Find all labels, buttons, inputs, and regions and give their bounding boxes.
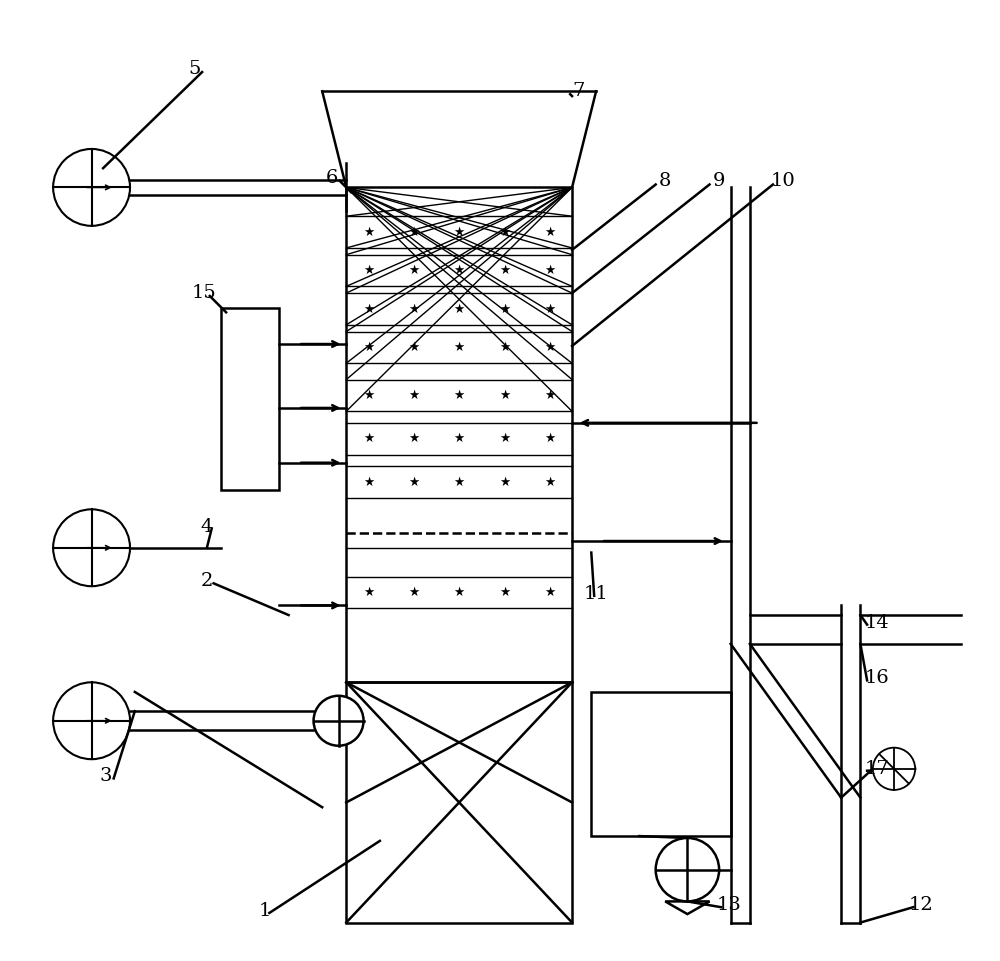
Text: 8: 8 [659,172,671,189]
Text: 9: 9 [713,172,725,189]
Text: ★: ★ [408,226,420,238]
Text: ★: ★ [363,226,374,238]
Circle shape [656,838,719,901]
Text: ★: ★ [499,389,510,402]
Text: 12: 12 [909,897,933,914]
Text: ★: ★ [454,586,465,599]
Circle shape [873,748,915,790]
Text: ★: ★ [454,226,465,238]
Text: 16: 16 [864,669,889,686]
Text: ★: ★ [499,264,510,277]
Bar [346,187,572,682]
Text: ★: ★ [499,432,510,445]
Text: ★: ★ [499,303,510,315]
Text: 10: 10 [771,172,796,189]
Text: 3: 3 [100,768,112,785]
Text: ★: ★ [499,586,510,599]
Text: ★: ★ [363,476,374,488]
Text: 5: 5 [188,61,201,78]
Text: 15: 15 [192,284,216,302]
Text: ★: ★ [408,586,420,599]
Text: ★: ★ [454,341,465,354]
Text: ★: ★ [408,341,420,354]
Bar [591,692,731,836]
Text: ★: ★ [454,389,465,402]
Circle shape [314,696,364,746]
Text: 11: 11 [584,585,608,603]
Text: ★: ★ [544,476,555,488]
Text: ★: ★ [408,389,420,402]
Text: ★: ★ [544,432,555,445]
Text: ★: ★ [363,341,374,354]
Text: ★: ★ [454,432,465,445]
Text: ★: ★ [363,303,374,315]
Text: 6: 6 [326,169,338,186]
Text: 1: 1 [258,902,271,920]
Text: ★: ★ [408,476,420,488]
Text: 7: 7 [573,83,585,100]
Text: ★: ★ [408,432,420,445]
Text: ★: ★ [408,303,420,315]
Text: ★: ★ [499,476,510,488]
Text: ★: ★ [544,303,555,315]
Bar [221,308,279,490]
Text: ★: ★ [454,303,465,315]
Text: ★: ★ [544,226,555,238]
Text: ★: ★ [544,586,555,599]
Text: 17: 17 [864,760,889,777]
Text: ★: ★ [544,264,555,277]
Text: 2: 2 [201,573,213,590]
Text: ★: ★ [408,264,420,277]
Text: 14: 14 [864,614,889,631]
Text: ★: ★ [499,226,510,238]
Text: 13: 13 [716,897,741,914]
Text: ★: ★ [363,389,374,402]
Text: ★: ★ [544,389,555,402]
Text: ★: ★ [363,264,374,277]
Text: 4: 4 [201,518,213,535]
Bar [346,682,572,923]
Text: ★: ★ [363,432,374,445]
Text: ★: ★ [454,476,465,488]
Text: ★: ★ [454,264,465,277]
Text: ★: ★ [499,341,510,354]
Text: ★: ★ [544,341,555,354]
Text: ★: ★ [363,586,374,599]
